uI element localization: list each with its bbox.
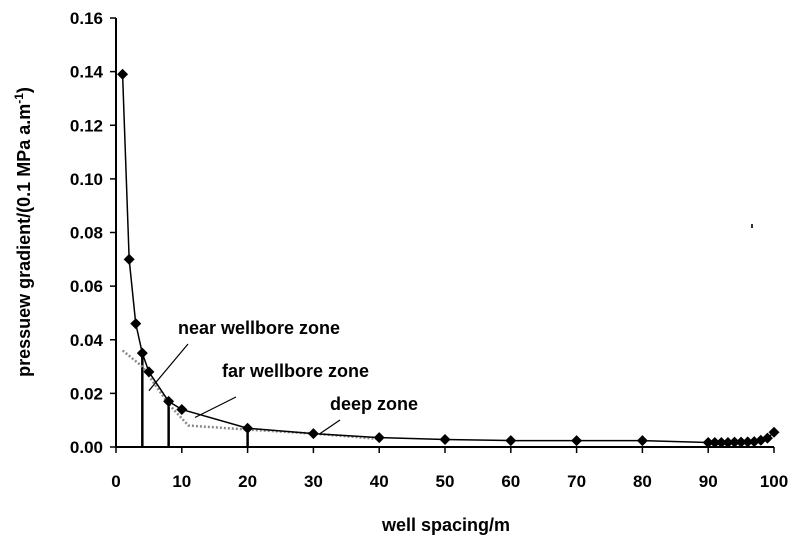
data-point xyxy=(768,426,780,438)
data-point xyxy=(715,436,727,448)
data-point xyxy=(702,436,714,448)
data-point xyxy=(136,347,148,359)
annotation-leader xyxy=(194,396,237,419)
x-tick-label: 0 xyxy=(111,472,120,491)
y-tick-label: 0.08 xyxy=(70,224,103,243)
data-point xyxy=(242,422,254,434)
y-tick-label: 0.14 xyxy=(70,63,104,82)
data-point xyxy=(176,403,188,415)
data-point xyxy=(636,435,648,447)
data-point xyxy=(439,433,451,445)
y-axis-title: pressuew gradient/(0.1 MPa a.m-1) xyxy=(12,87,34,377)
data-point xyxy=(163,395,175,407)
x-tick-label: 100 xyxy=(760,472,788,491)
x-tick-label: 50 xyxy=(436,472,455,491)
data-point xyxy=(722,436,734,448)
data-point xyxy=(505,435,517,447)
data-point xyxy=(117,68,129,80)
data-point xyxy=(130,318,142,330)
x-tick-label: 40 xyxy=(370,472,389,491)
annotation-label: far wellbore zone xyxy=(222,361,369,381)
x-tick-label: 70 xyxy=(567,472,586,491)
x-tick-label: 80 xyxy=(633,472,652,491)
y-tick-label: 0.00 xyxy=(70,438,103,457)
y-tick-label: 0.16 xyxy=(70,9,103,28)
x-tick-label: 60 xyxy=(501,472,520,491)
series-group xyxy=(117,68,780,448)
data-point xyxy=(709,436,721,448)
y-tick-label: 0.02 xyxy=(70,384,103,403)
axes xyxy=(115,18,774,448)
annotation-label: deep zone xyxy=(330,394,418,414)
y-axis-title-main: pressuew gradient/(0.1 MPa a.m xyxy=(14,104,34,377)
y-tick-label: 0.06 xyxy=(70,277,103,296)
data-point xyxy=(761,432,773,444)
data-point xyxy=(123,253,135,265)
y-axis-title-tail: ) xyxy=(14,87,34,93)
y-ticks: 0.00 0.02 0.04 0.06 0.08 0.10 0.12 0.14 0.16 xyxy=(70,9,116,457)
annotation-label: near wellbore zone xyxy=(178,318,340,338)
x-tick-label: 30 xyxy=(304,472,323,491)
data-point xyxy=(143,366,155,378)
x-tick-label: 20 xyxy=(238,472,257,491)
x-tick-label: 10 xyxy=(172,472,191,491)
y-tick-label: 0.12 xyxy=(70,116,103,135)
main-series-line xyxy=(121,74,775,444)
data-point xyxy=(735,436,747,448)
data-point xyxy=(742,436,754,448)
y-tick-label: 0.10 xyxy=(70,170,103,189)
data-point xyxy=(373,432,385,444)
stray-mark xyxy=(751,224,753,228)
annotation-leader xyxy=(319,419,341,435)
data-point xyxy=(307,428,319,440)
x-tick-label: 90 xyxy=(699,472,718,491)
x-axis-title: well spacing/m xyxy=(381,515,510,535)
y-axis-title-superscript: -1 xyxy=(12,93,26,104)
annotations: near wellbore zone far wellbore zone deep … xyxy=(148,318,418,435)
x-ticks: 0 10 20 30 40 50 60 70 80 90 100 xyxy=(111,447,788,491)
data-point xyxy=(729,436,741,448)
annotation-leader xyxy=(148,343,189,392)
y-tick-label: 0.04 xyxy=(70,331,104,350)
data-point xyxy=(571,435,583,447)
